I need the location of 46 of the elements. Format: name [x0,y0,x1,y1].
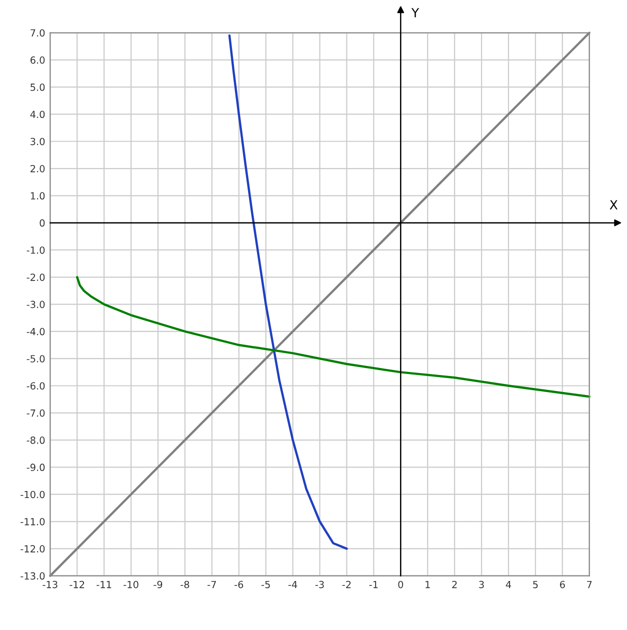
x-tick-label: -2 [342,580,351,588]
y-tick-label: -8.0 [26,436,45,444]
x-tick-label: 2 [452,580,457,588]
y-tick-label: 2.0 [30,165,45,172]
y-tick-label: 0 [40,219,45,227]
y-tick-label: -13.0 [20,572,45,580]
y-tick-label: 3.0 [30,138,45,146]
y-axis-title: Y [411,8,420,18]
line-series [76,276,590,398]
x-tick-label: 6 [560,580,565,588]
x-tick-label: -1 [369,580,378,588]
x-tick-label: -7 [208,580,216,588]
y-tick-label: -10.0 [20,490,45,498]
y-tick-label: -3.0 [26,300,45,308]
y-tick-label: 1.0 [30,192,45,200]
x-tick-label: -8 [180,580,190,588]
x-tick-label: 4 [506,580,512,588]
y-tick-label: -2.0 [26,274,45,281]
x-tick-label: -3 [315,580,324,588]
x-tick-label: 7 [587,580,592,588]
y-tick-label: -5.0 [26,355,45,362]
x-tick-label: -12 [70,580,84,588]
x-tick-label: -11 [96,580,112,588]
y-tick-label: -1.0 [26,246,45,254]
x-axis-title: X [610,200,618,210]
y-tick-label: 5.0 [30,84,45,91]
x-tick-label: 5 [533,580,538,588]
y-tick-label: -6.0 [26,382,45,390]
x-tick-label: 1 [426,580,430,588]
y-tick-label: 7.0 [30,29,45,37]
x-tick-label: 3 [479,580,484,588]
y-tick-label: -9.0 [26,464,45,472]
y-tick-label: -4.0 [26,328,45,336]
y-tick-label: -12.0 [20,545,45,552]
y-tick-label: 6.0 [30,56,45,64]
y-tick-label: -11.0 [20,518,45,526]
x-tick-label: -6 [234,580,244,588]
x-tick-label: -13 [42,580,58,588]
y-tick-label: -7.0 [26,409,45,417]
x-tick-label: -9 [154,580,162,588]
x-tick-label: -10 [124,580,138,588]
y-tick-label: 4.0 [30,110,45,118]
x-tick-label: 0 [398,580,404,588]
x-tick-label: -5 [261,580,270,588]
x-tick-label: -4 [288,580,298,588]
line-series [228,34,348,550]
